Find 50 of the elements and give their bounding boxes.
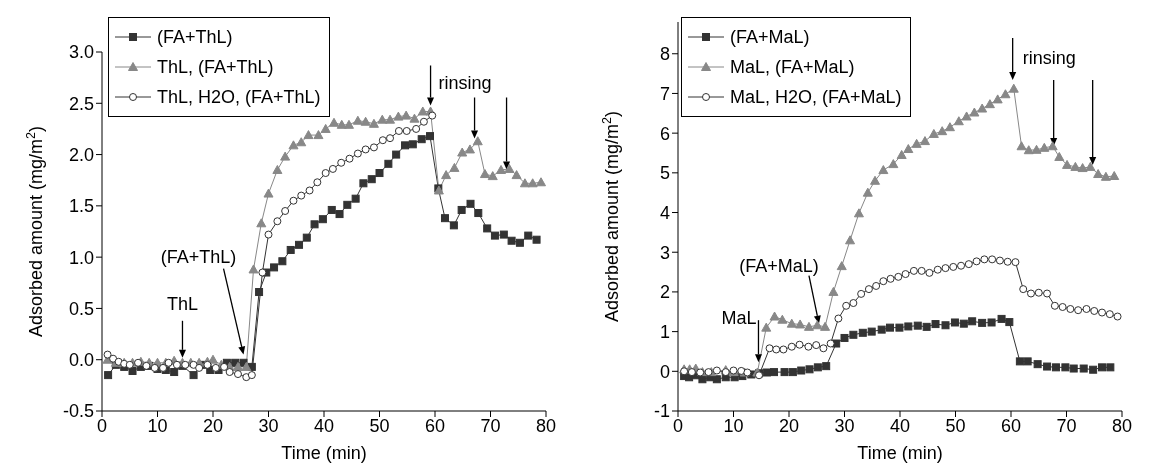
legend-label: ThL, H2O, (FA+ThL) [157,86,321,108]
legend-label: (FA+ThL) [157,26,233,48]
x-tick-label: 20 [778,415,800,436]
y-tick-label: 2.5 [68,93,94,114]
y-tick-label: 6 [659,123,670,144]
x-tick-label: 80 [1111,415,1133,436]
annotation: (FA+ThL) [160,246,237,267]
x-axis-title: Time (min) [857,443,943,463]
annotation: rinsing [438,73,492,94]
x-tick-label: 60 [1000,415,1022,436]
legend-label: MaL, H2O, (FA+MaL) [730,86,902,108]
x-tick-label: 10 [723,415,744,436]
y-tick-label: 1 [659,322,670,342]
x-tick-label: 10 [147,415,168,436]
y-tick-label: 5 [659,163,670,184]
x-tick-label: 40 [889,415,911,436]
x-tick-label: 70 [1056,415,1077,436]
x-tick-label: 50 [369,415,390,436]
y-tick-label: 7 [659,83,670,104]
y-tick-label: 4 [659,202,670,223]
legend-label: ThL, (FA+ThL) [157,56,274,78]
x-tick-label: 0 [672,415,684,436]
y-tick-label: 0.5 [68,298,94,319]
y-tick-label: 2 [659,282,670,303]
legend-label: MaL, (FA+MaL) [730,56,855,78]
annotation: ThL [166,293,198,314]
annotation: MaL [721,308,757,329]
y-tick-label: -1 [653,401,670,422]
x-tick-label: 0 [96,415,108,436]
x-axis-title: Time (min) [281,443,367,463]
y-tick-label: 1.0 [68,247,94,268]
annotation: (FA+MaL) [739,255,819,276]
x-tick-label: 30 [834,415,855,436]
x-tick-label: 30 [258,415,279,436]
legend-label: (FA+MaL) [730,26,810,48]
y-tick-label: 0 [659,361,670,382]
x-tick-label: 40 [313,415,335,436]
y-tick-label: -0.5 [62,401,94,422]
y-tick-label: 2.0 [68,144,94,165]
x-tick-label: 80 [535,415,557,436]
x-tick-label: 50 [945,415,966,436]
x-tick-label: 60 [424,415,446,436]
y-tick-label: 1.5 [68,196,94,217]
y-tick-label: 0.0 [68,350,94,371]
x-tick-label: 20 [202,415,224,436]
annotation: rinsing [1022,47,1076,68]
y-tick-label: 3.0 [68,42,94,63]
y-tick-label: 8 [659,44,670,65]
x-tick-label: 70 [480,415,501,436]
y-tick-label: 3 [659,242,670,263]
